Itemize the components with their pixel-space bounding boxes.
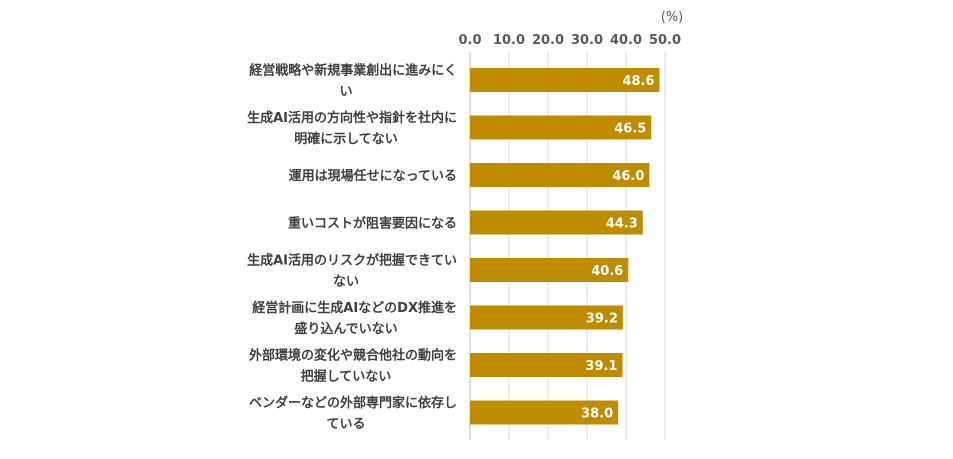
category-label: ベンダーなどの外部専門家に依存し	[249, 395, 457, 411]
x-tick-label: 40.0	[610, 33, 642, 48]
category-label: ない	[333, 275, 359, 290]
category-label: 生成AI活用のリスクが把握できてい	[247, 253, 457, 269]
x-axis-ticks: 0.0 10.0 20.0 30.0 40.0 50.0	[458, 33, 681, 48]
value-label: 39.2	[586, 312, 618, 327]
x-tick-label: 0.0	[458, 33, 481, 48]
category-label: 把握していない	[301, 369, 392, 385]
value-label: 39.1	[585, 359, 617, 374]
x-tick-label: 30.0	[571, 33, 603, 48]
bar	[470, 400, 619, 425]
unit-label: (%)	[661, 10, 684, 25]
category-label: 明確に示してない	[294, 131, 398, 147]
bar	[470, 353, 623, 377]
category-label: 重いコストが阻害要因になる	[288, 216, 457, 232]
value-label: 46.5	[614, 122, 646, 137]
bar	[470, 305, 623, 330]
category-label: い	[339, 85, 352, 100]
category-label: 外部環境の変化や競合他社の動向を	[248, 348, 457, 364]
value-labels: 48.6 46.5 46.0 44.3 40.6 39.2 39.1 38.0	[581, 74, 654, 422]
value-label: 44.3	[606, 217, 638, 232]
value-label: 48.6	[622, 74, 654, 89]
category-label: 運用は現場任せになっている	[289, 168, 457, 184]
x-tick-label: 20.0	[532, 33, 564, 48]
bar	[470, 163, 650, 187]
category-label: 生成AI活用の方向性や指針を社内に	[247, 110, 457, 126]
bar	[470, 115, 652, 140]
value-label: 38.0	[581, 407, 613, 422]
bar	[470, 210, 643, 235]
category-label: 経営戦略や新規事業創出に進みにく	[249, 63, 457, 79]
value-label: 40.6	[591, 264, 623, 279]
category-labels: 経営戦略や新規事業創出に進みにくい生成AI活用の方向性や指針を社内に明確に示して…	[247, 63, 457, 433]
category-label: ている	[326, 417, 365, 432]
bar	[470, 258, 629, 282]
value-label: 46.0	[612, 169, 644, 184]
x-tick-label: 50.0	[649, 33, 681, 48]
category-label: 盛り込んでいない	[294, 321, 397, 337]
bars	[470, 68, 660, 425]
category-label: 経営計画に生成AIなどのDX推進を	[252, 300, 457, 316]
x-tick-label: 10.0	[493, 33, 525, 48]
bar	[470, 68, 660, 92]
gridlines	[469, 52, 666, 440]
